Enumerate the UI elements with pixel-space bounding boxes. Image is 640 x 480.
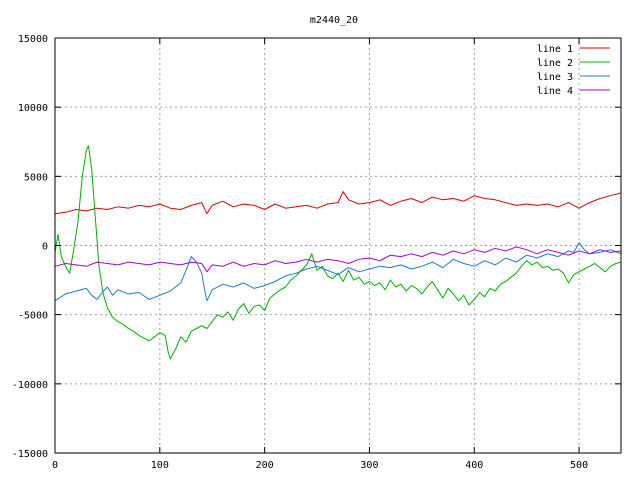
x-tick-label: 400 — [465, 460, 483, 471]
grid-lines — [55, 38, 621, 453]
chart-title: m2440_20 — [310, 15, 358, 26]
x-tick-label: 100 — [151, 460, 169, 471]
legend-label: line 4 — [537, 86, 573, 97]
legend-label: line 3 — [537, 72, 573, 83]
x-tick-label: 200 — [256, 460, 274, 471]
legend-label: line 1 — [537, 44, 573, 55]
y-tick-label: -10000 — [12, 380, 48, 391]
series-line-3 — [54, 242, 622, 302]
legend-label: line 2 — [537, 58, 573, 69]
x-tick-label: 500 — [570, 460, 588, 471]
y-tick-label: -15000 — [12, 449, 48, 460]
y-tick-label: 10000 — [18, 103, 48, 114]
series-line-2 — [54, 145, 622, 360]
axis-ticks: -15000 -10000 -5000 0 5000 10000 15000 0 100 200 3… — [12, 34, 621, 471]
y-tick-label: -5000 — [18, 311, 48, 322]
y-tick-label: 5000 — [24, 172, 48, 183]
series-layer — [54, 145, 622, 360]
series-line-1 — [54, 191, 622, 215]
y-tick-label: 0 — [42, 242, 48, 253]
series-line-4 — [54, 246, 622, 273]
legend: line 1 line 2 line 3 line 4 — [537, 44, 610, 97]
y-tick-label: 15000 — [18, 34, 48, 45]
x-tick-label: 0 — [52, 460, 58, 471]
x-tick-label: 300 — [360, 460, 378, 471]
